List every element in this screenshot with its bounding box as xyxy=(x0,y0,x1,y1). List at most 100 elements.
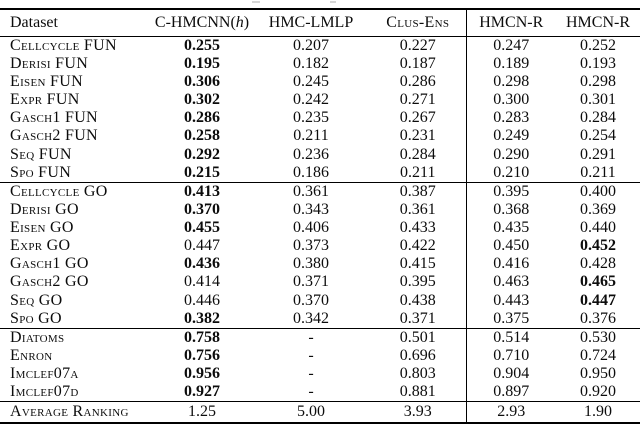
dataset-name: Gasch2 GO xyxy=(10,273,89,291)
value-cell: 0.530 xyxy=(580,328,616,346)
value-cell: 0.803 xyxy=(399,365,436,383)
value-cell: 0.452 xyxy=(580,237,616,255)
caption-fragment xyxy=(330,1,336,3)
value-cell: 0.440 xyxy=(580,218,616,236)
table-row: Expr FUN 0.302 0.242 0.271 0.300 0.301 xyxy=(0,90,640,110)
value-cell: 0.361 xyxy=(399,200,436,218)
value-cell: 0.298 xyxy=(580,72,616,90)
value-cell: 0.368 xyxy=(465,200,556,219)
value-cell: 0.254 xyxy=(580,127,616,145)
value-cell: 0.193 xyxy=(580,54,616,72)
header-row: Dataset C-HMCNN(h) HMC-LMLP Clus-Ens HMC… xyxy=(0,9,640,36)
value-cell: 1.25 xyxy=(188,403,216,421)
dataset-name: Derisi GO xyxy=(10,200,79,218)
value-cell: 0.284 xyxy=(399,145,436,163)
table-row: Expr GO 0.447 0.373 0.422 0.450 0.452 xyxy=(0,237,640,256)
value-cell: 0.380 xyxy=(293,255,329,273)
value-cell: 0.207 xyxy=(293,36,329,54)
value-cell: 0.375 xyxy=(465,309,556,329)
value-cell: 0.189 xyxy=(465,54,556,73)
value-cell: 0.271 xyxy=(399,90,436,108)
value-cell: 0.371 xyxy=(399,309,436,327)
table-row: Diatoms 0.758 - 0.501 0.514 0.530 xyxy=(0,328,640,347)
dataset-name: Gasch1 FUN xyxy=(10,109,98,127)
dataset-name: Cellcycle GO xyxy=(10,182,108,200)
value-cell: 0.433 xyxy=(399,218,436,236)
table-row: Cellcycle GO 0.413 0.361 0.387 0.395 0.400 xyxy=(0,182,640,201)
caption-fragment xyxy=(252,1,260,3)
value-cell: - xyxy=(308,383,314,401)
value-cell: 0.710 xyxy=(465,346,556,365)
table-row: Eisen GO 0.455 0.406 0.433 0.435 0.440 xyxy=(0,218,640,237)
value-cell: 0.376 xyxy=(580,309,616,327)
value-cell: 0.291 xyxy=(580,145,616,163)
value-cell: 0.450 xyxy=(465,237,556,256)
value-cell: 0.284 xyxy=(580,109,616,127)
value-cell: 0.463 xyxy=(465,273,556,292)
value-cell: 0.182 xyxy=(293,54,329,72)
col-header-clus-ens: Clus-Ens xyxy=(386,13,450,31)
dataset-name: Expr GO xyxy=(10,237,71,255)
dataset-name: Expr FUN xyxy=(10,90,80,108)
value-cell: 0.236 xyxy=(293,145,329,163)
value-cell: 0.415 xyxy=(399,255,436,273)
value-cell: 0.298 xyxy=(465,72,556,91)
value-cell: 0.904 xyxy=(465,364,556,384)
value-cell: 5.00 xyxy=(297,403,325,421)
value-cell: 0.252 xyxy=(580,36,616,54)
section-average-ranking: Average Ranking 1.25 5.00 3.93 2.93 1.90 xyxy=(0,401,640,424)
header-text: ) xyxy=(243,13,250,31)
dataset-name: Seq FUN xyxy=(10,145,72,163)
value-cell: 0.443 xyxy=(465,291,556,310)
value-cell: 0.292 xyxy=(184,145,220,163)
table-row: Gasch1 GO 0.436 0.380 0.415 0.416 0.428 xyxy=(0,255,640,274)
value-cell: 0.255 xyxy=(184,36,220,54)
dataset-name: Seq GO xyxy=(10,291,63,309)
dataset-name: Enron xyxy=(10,346,53,364)
value-cell: 0.290 xyxy=(465,145,556,164)
value-cell: 3.93 xyxy=(403,403,432,421)
table-row: Imclef07a 0.956 - 0.803 0.904 0.950 xyxy=(0,364,640,384)
value-cell: 0.369 xyxy=(580,200,616,218)
value-cell: 0.897 xyxy=(465,383,556,402)
value-cell: 0.956 xyxy=(184,365,220,383)
average-ranking-row: Average Ranking 1.25 5.00 3.93 2.93 1.90 xyxy=(0,401,640,424)
table-header: Dataset C-HMCNN(h) HMC-LMLP Clus-Ens HMC… xyxy=(0,9,640,36)
value-cell: 0.373 xyxy=(293,237,329,255)
value-cell: 0.283 xyxy=(465,109,556,128)
value-cell: 0.395 xyxy=(465,182,556,201)
value-cell: 0.187 xyxy=(399,54,436,72)
table-row: Seq FUN 0.292 0.236 0.284 0.290 0.291 xyxy=(0,145,640,164)
col-header-hmc-lmlp: HMC-LMLP xyxy=(268,13,354,31)
table-row: Derisi FUN 0.195 0.182 0.187 0.189 0.193 xyxy=(0,54,640,73)
value-cell: - xyxy=(308,346,314,364)
value-cell: 0.881 xyxy=(399,383,436,401)
value-cell: 0.258 xyxy=(184,127,220,145)
value-cell: 0.950 xyxy=(580,365,616,383)
table-row: Gasch2 FUN 0.258 0.211 0.231 0.249 0.254 xyxy=(0,127,640,146)
value-cell: 0.400 xyxy=(580,182,616,200)
results-table: Dataset C-HMCNN(h) HMC-LMLP Clus-Ens HMC… xyxy=(0,8,640,425)
value-cell: 0.210 xyxy=(465,163,556,183)
header-text: C-HMCNN( xyxy=(154,13,236,31)
table-row: Imclef07d 0.927 - 0.881 0.897 0.920 xyxy=(0,383,640,402)
value-cell: 0.438 xyxy=(399,291,436,309)
dataset-name: Eisen FUN xyxy=(10,72,83,90)
value-cell: 0.501 xyxy=(399,328,436,346)
dataset-name: Spo FUN xyxy=(10,163,72,181)
value-cell: 0.302 xyxy=(184,90,220,108)
value-cell: 0.211 xyxy=(400,163,436,181)
value-cell: 0.395 xyxy=(399,273,436,291)
value-cell: 0.370 xyxy=(293,291,329,309)
dataset-name: Cellcycle FUN xyxy=(10,36,117,54)
section-fun: Cellcycle FUN 0.255 0.207 0.227 0.247 0.252 De… xyxy=(0,36,640,183)
table-row: Eisen FUN 0.306 0.245 0.286 0.298 0.298 xyxy=(0,72,640,91)
dataset-name: Diatoms xyxy=(10,328,65,346)
value-cell: 0.211 xyxy=(293,127,329,145)
dataset-name: Derisi FUN xyxy=(10,54,89,72)
table-row: Enron 0.756 - 0.696 0.710 0.724 xyxy=(0,346,640,365)
value-cell: 0.514 xyxy=(465,328,556,347)
value-cell: 0.406 xyxy=(293,218,329,236)
value-cell: 0.414 xyxy=(184,273,220,291)
